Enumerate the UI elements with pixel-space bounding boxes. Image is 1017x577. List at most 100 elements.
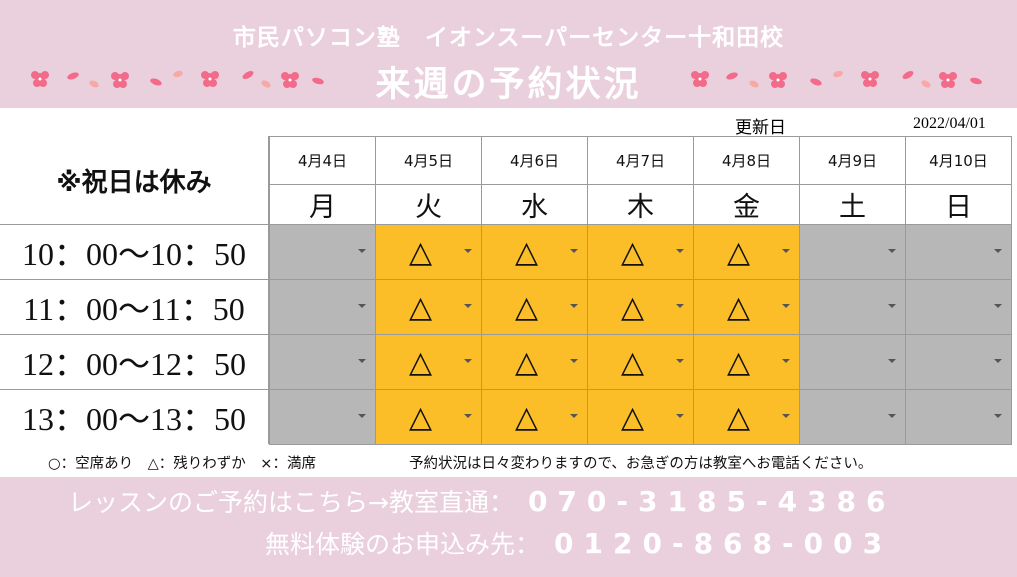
time-slot-label: 11：00〜11：50: [0, 279, 269, 334]
availability-mark: △: [514, 344, 539, 380]
dropdown-arrow-icon[interactable]: [888, 304, 896, 308]
updated-row: 更新日 2022/04/01: [0, 108, 1017, 137]
slot-dropdown[interactable]: △: [587, 279, 694, 335]
slot-dropdown[interactable]: △: [693, 334, 800, 390]
slot-dropdown[interactable]: △: [375, 279, 482, 335]
dropdown-arrow-icon[interactable]: [994, 359, 1002, 363]
slot-dropdown[interactable]: [269, 279, 376, 335]
availability-mark: △: [514, 399, 539, 435]
date-header: 4月5日: [375, 136, 482, 185]
notice-text: 予約状況は日々変わりますので、お急ぎの方は教室へお電話ください。: [409, 456, 873, 472]
date-header: 4月9日: [799, 136, 906, 185]
availability-mark: △: [514, 289, 539, 325]
time-slot-label: 12：00〜12：50: [0, 334, 269, 389]
availability-mark: △: [620, 289, 645, 325]
slot-dropdown[interactable]: △: [693, 224, 800, 280]
slot-dropdown[interactable]: [905, 334, 1012, 390]
availability-mark: △: [726, 344, 751, 380]
updated-date: 2022/04/01: [913, 115, 986, 132]
slot-dropdown[interactable]: △: [587, 334, 694, 390]
slot-dropdown[interactable]: [905, 389, 1012, 445]
weekday-header: 金: [693, 184, 800, 225]
lesson-contact: レッスンのご予約はこちら→教室直通： 070-3185-4386: [68, 483, 896, 519]
date-header: 4月7日: [587, 136, 694, 185]
page-title: 来週の予約状況: [375, 65, 642, 105]
dropdown-arrow-icon[interactable]: [676, 414, 684, 418]
weekday-header: 土: [799, 184, 906, 225]
cherry-blossom-icon: [686, 66, 986, 96]
availability-mark: △: [620, 399, 645, 435]
dropdown-arrow-icon[interactable]: [464, 359, 472, 363]
dropdown-arrow-icon[interactable]: [888, 249, 896, 253]
slot-dropdown[interactable]: △: [587, 224, 694, 280]
slot-dropdown[interactable]: △: [375, 389, 482, 445]
slot-dropdown[interactable]: △: [693, 389, 800, 445]
slot-dropdown[interactable]: △: [481, 334, 588, 390]
slot-dropdown[interactable]: △: [587, 389, 694, 445]
weekday-header: 木: [587, 184, 694, 225]
dropdown-arrow-icon[interactable]: [676, 304, 684, 308]
school-name: 市民パソコン塾 イオンスーパーセンター十和田校: [232, 25, 785, 51]
dropdown-arrow-icon[interactable]: [464, 249, 472, 253]
dropdown-arrow-icon[interactable]: [888, 359, 896, 363]
weekday-header: 火: [375, 184, 482, 225]
trial-phone[interactable]: 0120-868-003: [554, 527, 893, 560]
date-header: 4月4日: [269, 136, 376, 185]
dropdown-arrow-icon[interactable]: [782, 249, 790, 253]
dropdown-arrow-icon[interactable]: [358, 304, 366, 308]
slot-dropdown[interactable]: [269, 224, 376, 280]
availability-mark: △: [620, 344, 645, 380]
availability-mark: △: [620, 234, 645, 270]
slot-dropdown[interactable]: △: [481, 224, 588, 280]
dropdown-arrow-icon[interactable]: [782, 359, 790, 363]
slot-dropdown[interactable]: [269, 389, 376, 445]
lesson-label: レッスンのご予約はこちら→教室直通：: [68, 488, 514, 517]
dropdown-arrow-icon[interactable]: [464, 414, 472, 418]
header-banner: 市民パソコン塾 イオンスーパーセンター十和田校 来週の予約状況: [0, 0, 1017, 108]
slot-dropdown[interactable]: [905, 224, 1012, 280]
dropdown-arrow-icon[interactable]: [994, 414, 1002, 418]
availability-mark: △: [514, 234, 539, 270]
dropdown-arrow-icon[interactable]: [676, 359, 684, 363]
weekday-header: 月: [269, 184, 376, 225]
dropdown-arrow-icon[interactable]: [994, 304, 1002, 308]
dropdown-arrow-icon[interactable]: [464, 304, 472, 308]
slot-dropdown[interactable]: △: [375, 334, 482, 390]
dropdown-arrow-icon[interactable]: [570, 414, 578, 418]
slot-dropdown[interactable]: △: [693, 279, 800, 335]
time-slot-label: 13：00〜13：50: [0, 389, 269, 444]
updated-label: 更新日: [735, 118, 786, 137]
date-header: 4月8日: [693, 136, 800, 185]
dropdown-arrow-icon[interactable]: [358, 249, 366, 253]
slot-dropdown[interactable]: [799, 224, 906, 280]
dropdown-arrow-icon[interactable]: [570, 359, 578, 363]
dropdown-arrow-icon[interactable]: [676, 249, 684, 253]
slot-dropdown[interactable]: [269, 334, 376, 390]
slot-dropdown[interactable]: △: [375, 224, 482, 280]
dropdown-arrow-icon[interactable]: [358, 359, 366, 363]
slot-dropdown[interactable]: [799, 279, 906, 335]
dropdown-arrow-icon[interactable]: [570, 304, 578, 308]
slot-dropdown[interactable]: [905, 279, 1012, 335]
weekday-header: 日: [905, 184, 1012, 225]
dropdown-arrow-icon[interactable]: [782, 414, 790, 418]
slot-dropdown[interactable]: [799, 334, 906, 390]
trial-label: 無料体験のお申込み先：: [265, 530, 541, 559]
dropdown-arrow-icon[interactable]: [570, 249, 578, 253]
dropdown-arrow-icon[interactable]: [782, 304, 790, 308]
dropdown-arrow-icon[interactable]: [358, 414, 366, 418]
slot-dropdown[interactable]: △: [481, 279, 588, 335]
legend-text: ○：空席あり △：残りわずか ×：満席: [48, 456, 316, 472]
holiday-note: ※祝日は休み: [0, 136, 269, 224]
schedule-table: ※祝日は休み 4月4日月 4月5日火 4月6日水 4月7日木 4月8日金 4月9日土 4月1…: [0, 136, 1012, 445]
time-slot-label: 10：00〜10：50: [0, 224, 269, 279]
slot-dropdown[interactable]: △: [481, 389, 588, 445]
footer-banner: レッスンのご予約はこちら→教室直通： 070-3185-4386 無料体験のお申込…: [0, 477, 1017, 577]
dropdown-arrow-icon[interactable]: [994, 249, 1002, 253]
slot-dropdown[interactable]: [799, 389, 906, 445]
legend-row: ○：空席あり △：残りわずか ×：満席 予約状況は日々変わりますので、お急ぎの方…: [0, 444, 1017, 477]
availability-mark: △: [726, 234, 751, 270]
lesson-phone[interactable]: 070-3185-4386: [527, 485, 896, 518]
dropdown-arrow-icon[interactable]: [888, 414, 896, 418]
availability-mark: △: [408, 344, 433, 380]
